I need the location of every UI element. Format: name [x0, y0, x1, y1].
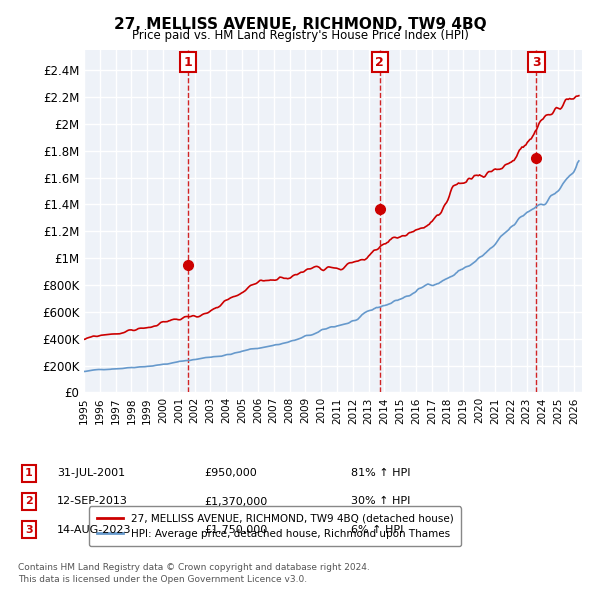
Text: Price paid vs. HM Land Registry's House Price Index (HPI): Price paid vs. HM Land Registry's House … [131, 30, 469, 42]
Legend: 27, MELLISS AVENUE, RICHMOND, TW9 4BQ (detached house), HPI: Average price, deta: 27, MELLISS AVENUE, RICHMOND, TW9 4BQ (d… [89, 506, 461, 546]
Text: 2: 2 [25, 497, 32, 506]
Text: 30% ↑ HPI: 30% ↑ HPI [351, 497, 410, 506]
Text: 1: 1 [184, 55, 193, 68]
Text: This data is licensed under the Open Government Licence v3.0.: This data is licensed under the Open Gov… [18, 575, 307, 584]
Text: 3: 3 [532, 55, 541, 68]
Text: £1,750,000: £1,750,000 [204, 525, 267, 535]
Text: 12-SEP-2013: 12-SEP-2013 [57, 497, 128, 506]
Text: 6% ↑ HPI: 6% ↑ HPI [351, 525, 403, 535]
Text: £1,370,000: £1,370,000 [204, 497, 267, 506]
Text: 2: 2 [376, 55, 384, 68]
Text: 27, MELLISS AVENUE, RICHMOND, TW9 4BQ: 27, MELLISS AVENUE, RICHMOND, TW9 4BQ [113, 17, 487, 31]
Text: 81% ↑ HPI: 81% ↑ HPI [351, 468, 410, 478]
Text: 3: 3 [25, 525, 32, 535]
Text: 1: 1 [25, 468, 32, 478]
Text: Contains HM Land Registry data © Crown copyright and database right 2024.: Contains HM Land Registry data © Crown c… [18, 563, 370, 572]
Text: 31-JUL-2001: 31-JUL-2001 [57, 468, 125, 478]
Text: 14-AUG-2023: 14-AUG-2023 [57, 525, 131, 535]
Text: £950,000: £950,000 [204, 468, 257, 478]
